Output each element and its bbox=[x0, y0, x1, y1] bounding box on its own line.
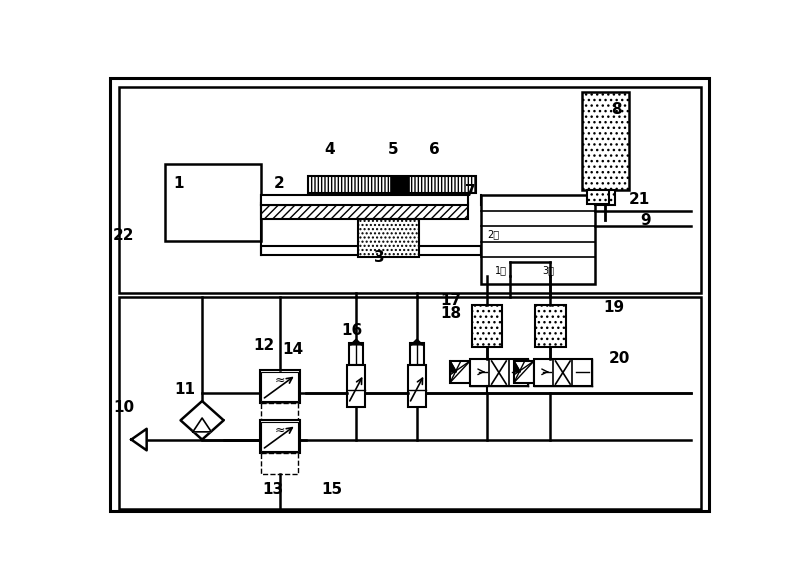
Bar bbox=[408, 365, 426, 407]
Bar bbox=[262, 372, 298, 401]
Text: 20: 20 bbox=[609, 351, 630, 366]
Bar bbox=[262, 195, 468, 205]
Bar bbox=[119, 87, 701, 293]
Bar bbox=[119, 297, 701, 509]
Bar bbox=[514, 361, 534, 382]
Text: 10: 10 bbox=[113, 400, 134, 415]
Bar bbox=[534, 305, 566, 347]
Polygon shape bbox=[450, 361, 456, 372]
Text: 1口: 1口 bbox=[494, 265, 506, 275]
Polygon shape bbox=[181, 401, 224, 440]
Polygon shape bbox=[131, 429, 146, 450]
Bar bbox=[262, 245, 481, 255]
Polygon shape bbox=[411, 339, 422, 345]
Bar bbox=[165, 164, 262, 241]
Text: 22: 22 bbox=[113, 228, 134, 243]
Text: 8: 8 bbox=[611, 103, 622, 118]
Bar bbox=[481, 195, 595, 284]
Bar bbox=[595, 190, 615, 205]
Text: 13: 13 bbox=[262, 482, 283, 497]
Text: 12: 12 bbox=[253, 338, 274, 353]
Polygon shape bbox=[514, 361, 520, 372]
Text: 14: 14 bbox=[282, 342, 303, 357]
Polygon shape bbox=[193, 418, 211, 432]
Text: ≈: ≈ bbox=[274, 424, 285, 437]
Polygon shape bbox=[350, 339, 362, 345]
Bar bbox=[470, 359, 528, 386]
Text: 5: 5 bbox=[388, 142, 398, 157]
Text: 15: 15 bbox=[321, 482, 342, 497]
Bar bbox=[349, 343, 363, 365]
Text: 9: 9 bbox=[640, 213, 651, 229]
Bar bbox=[582, 92, 630, 190]
Text: 3口: 3口 bbox=[542, 265, 554, 275]
Bar bbox=[472, 305, 502, 347]
Bar bbox=[308, 176, 476, 193]
Text: 7: 7 bbox=[465, 184, 475, 199]
Text: 2: 2 bbox=[274, 177, 285, 191]
Bar bbox=[262, 403, 298, 424]
Bar bbox=[347, 365, 366, 407]
Text: 11: 11 bbox=[174, 382, 196, 397]
Text: 6: 6 bbox=[430, 142, 440, 157]
Bar bbox=[262, 452, 298, 474]
Bar bbox=[262, 203, 468, 219]
Text: 16: 16 bbox=[342, 323, 363, 338]
Text: 18: 18 bbox=[440, 305, 462, 321]
Text: 3: 3 bbox=[374, 250, 385, 265]
Text: ≈: ≈ bbox=[274, 374, 285, 387]
Bar bbox=[587, 190, 609, 204]
Bar bbox=[450, 361, 470, 382]
Bar bbox=[390, 176, 410, 193]
Bar bbox=[262, 422, 298, 451]
Text: 21: 21 bbox=[629, 192, 650, 207]
Text: 1: 1 bbox=[174, 177, 184, 191]
Text: 19: 19 bbox=[603, 300, 625, 315]
Bar bbox=[534, 359, 592, 386]
Text: 17: 17 bbox=[440, 293, 462, 308]
Text: 2口: 2口 bbox=[487, 229, 499, 239]
Bar bbox=[260, 420, 300, 452]
Text: 4: 4 bbox=[324, 142, 334, 157]
Bar bbox=[410, 343, 424, 365]
Bar bbox=[260, 370, 300, 403]
Bar bbox=[358, 219, 419, 257]
